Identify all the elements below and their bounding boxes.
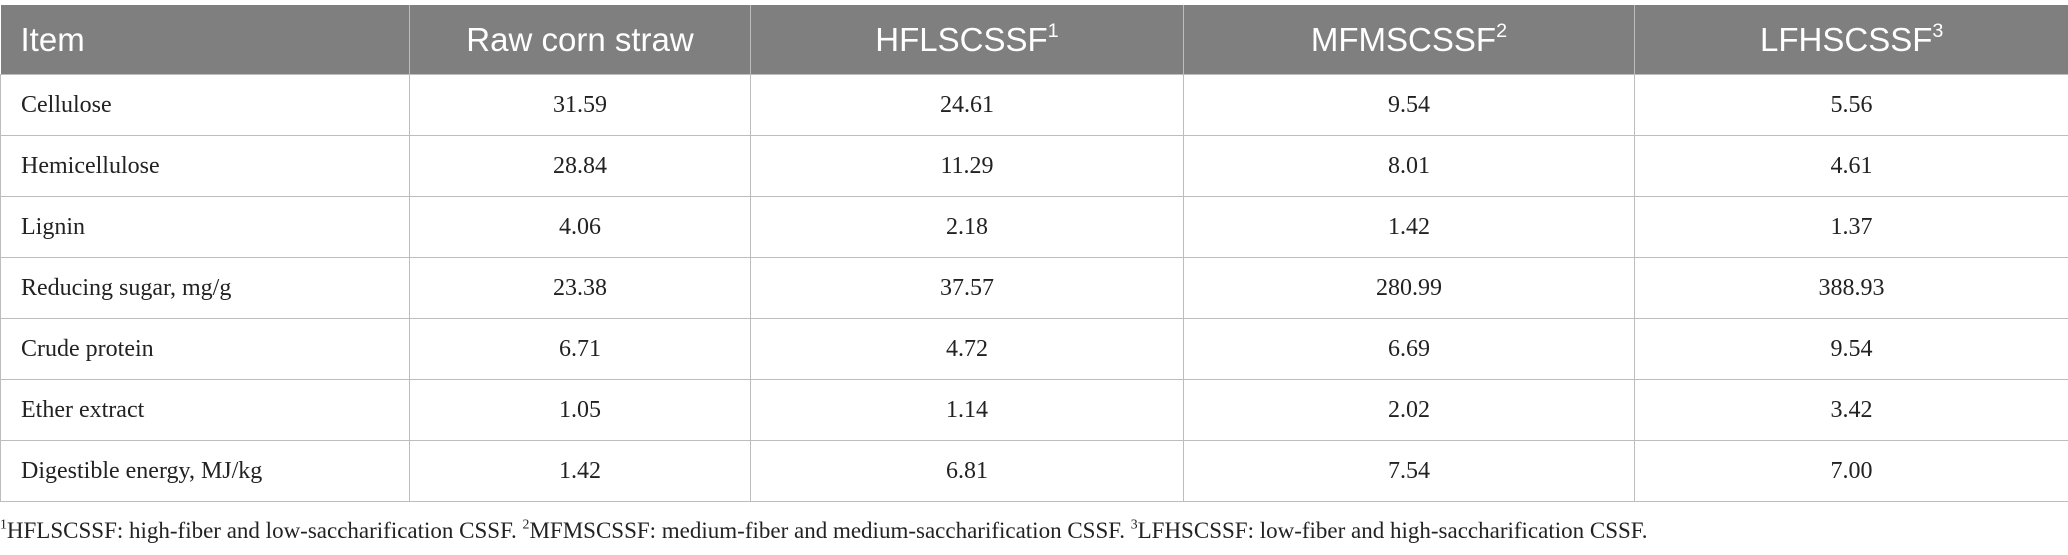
cell: 280.99 xyxy=(1183,257,1635,319)
cell: 4.61 xyxy=(1634,135,2068,197)
cell: 1.05 xyxy=(409,379,751,441)
header-note: 3 xyxy=(1932,19,1944,42)
row-label: Lignin xyxy=(0,196,410,258)
table-body: Cellulose 31.59 24.61 9.54 5.56 Hemicellulose… xyxy=(0,74,2068,502)
cell: 2.02 xyxy=(1183,379,1635,441)
row-label: Ether extract xyxy=(0,379,410,441)
cell: 8.01 xyxy=(1183,135,1635,197)
cell: 2.18 xyxy=(750,196,1184,258)
cell: 5.56 xyxy=(1634,74,2068,136)
header-row: Item Raw corn straw HFLSCSSF1 MFMSCSSF2 LFHS… xyxy=(0,5,2068,75)
cell: 24.61 xyxy=(750,74,1184,136)
cell: 388.93 xyxy=(1634,257,2068,319)
cell: 1.42 xyxy=(409,440,751,502)
cell: 4.72 xyxy=(750,318,1184,380)
cell: 7.54 xyxy=(1183,440,1635,502)
row-label: Crude protein xyxy=(0,318,410,380)
header-label: MFMSCSSF xyxy=(1310,20,1497,58)
cell: 28.84 xyxy=(409,135,751,197)
footnote-text: LFHSCSSF: low-fiber and high-saccharific… xyxy=(1137,518,1648,543)
footnote-text: HFLSCSSF: high-fiber and low-saccharific… xyxy=(6,518,523,543)
cell: 3.42 xyxy=(1634,379,2068,441)
cell: 1.37 xyxy=(1634,196,2068,258)
row-label: Digestible energy, MJ/kg xyxy=(0,440,410,502)
table-row: Digestible energy, MJ/kg 1.42 6.81 7.54 7.00 xyxy=(0,440,2068,502)
cell: 7.00 xyxy=(1634,440,2068,502)
header-cell: Raw corn straw xyxy=(409,5,751,75)
header-label: Item xyxy=(20,20,85,58)
header-label: HFLSCSSF xyxy=(875,20,1048,58)
table-row: Cellulose 31.59 24.61 9.54 5.56 xyxy=(0,74,2068,136)
cell: 31.59 xyxy=(409,74,751,136)
table-row: Crude protein 6.71 4.72 6.69 9.54 xyxy=(0,318,2068,380)
footnotes: 1HFLSCSSF: high-fiber and low-saccharifi… xyxy=(0,516,1648,544)
cell: 1.14 xyxy=(750,379,1184,441)
row-label: Hemicellulose xyxy=(0,135,410,197)
cell: 9.54 xyxy=(1183,74,1635,136)
footnote-mark: 2 xyxy=(522,516,530,532)
header-cell: HFLSCSSF1 xyxy=(750,5,1184,75)
table-row: Ether extract 1.05 1.14 2.02 3.42 xyxy=(0,379,2068,441)
cell: 6.81 xyxy=(750,440,1184,502)
table-row: Reducing sugar, mg/g 23.38 37.57 280.99 388.… xyxy=(0,257,2068,319)
table-wrap: Item Raw corn straw HFLSCSSF1 MFMSCSSF2 LFHS… xyxy=(0,5,2068,502)
row-label: Cellulose xyxy=(0,74,410,136)
cell: 4.06 xyxy=(409,196,751,258)
cell: 9.54 xyxy=(1634,318,2068,380)
footnote-text: MFMSCSSF: medium-fiber and medium-saccha… xyxy=(529,518,1131,543)
cell: 1.42 xyxy=(1183,196,1635,258)
cell: 37.57 xyxy=(750,257,1184,319)
header-note: 1 xyxy=(1047,19,1059,42)
table-row: Hemicellulose 28.84 11.29 8.01 4.61 xyxy=(0,135,2068,197)
header-label: LFHSCSSF xyxy=(1760,20,1933,58)
table-row: Lignin 4.06 2.18 1.42 1.37 xyxy=(0,196,2068,258)
header-label: Raw corn straw xyxy=(466,20,694,58)
cell: 6.71 xyxy=(409,318,751,380)
footnote-mark: 1 xyxy=(0,516,7,532)
cell: 6.69 xyxy=(1183,318,1635,380)
table: Item Raw corn straw HFLSCSSF1 MFMSCSSF2 LFHS… xyxy=(0,5,2068,502)
header-cell: MFMSCSSF2 xyxy=(1183,5,1635,75)
row-label: Reducing sugar, mg/g xyxy=(0,257,410,319)
header-cell: LFHSCSSF3 xyxy=(1634,5,2068,75)
cell: 23.38 xyxy=(409,257,751,319)
header-cell: Item xyxy=(0,5,410,75)
cell: 11.29 xyxy=(750,135,1184,197)
footnote-mark: 3 xyxy=(1130,516,1138,532)
header-note: 2 xyxy=(1496,19,1508,42)
